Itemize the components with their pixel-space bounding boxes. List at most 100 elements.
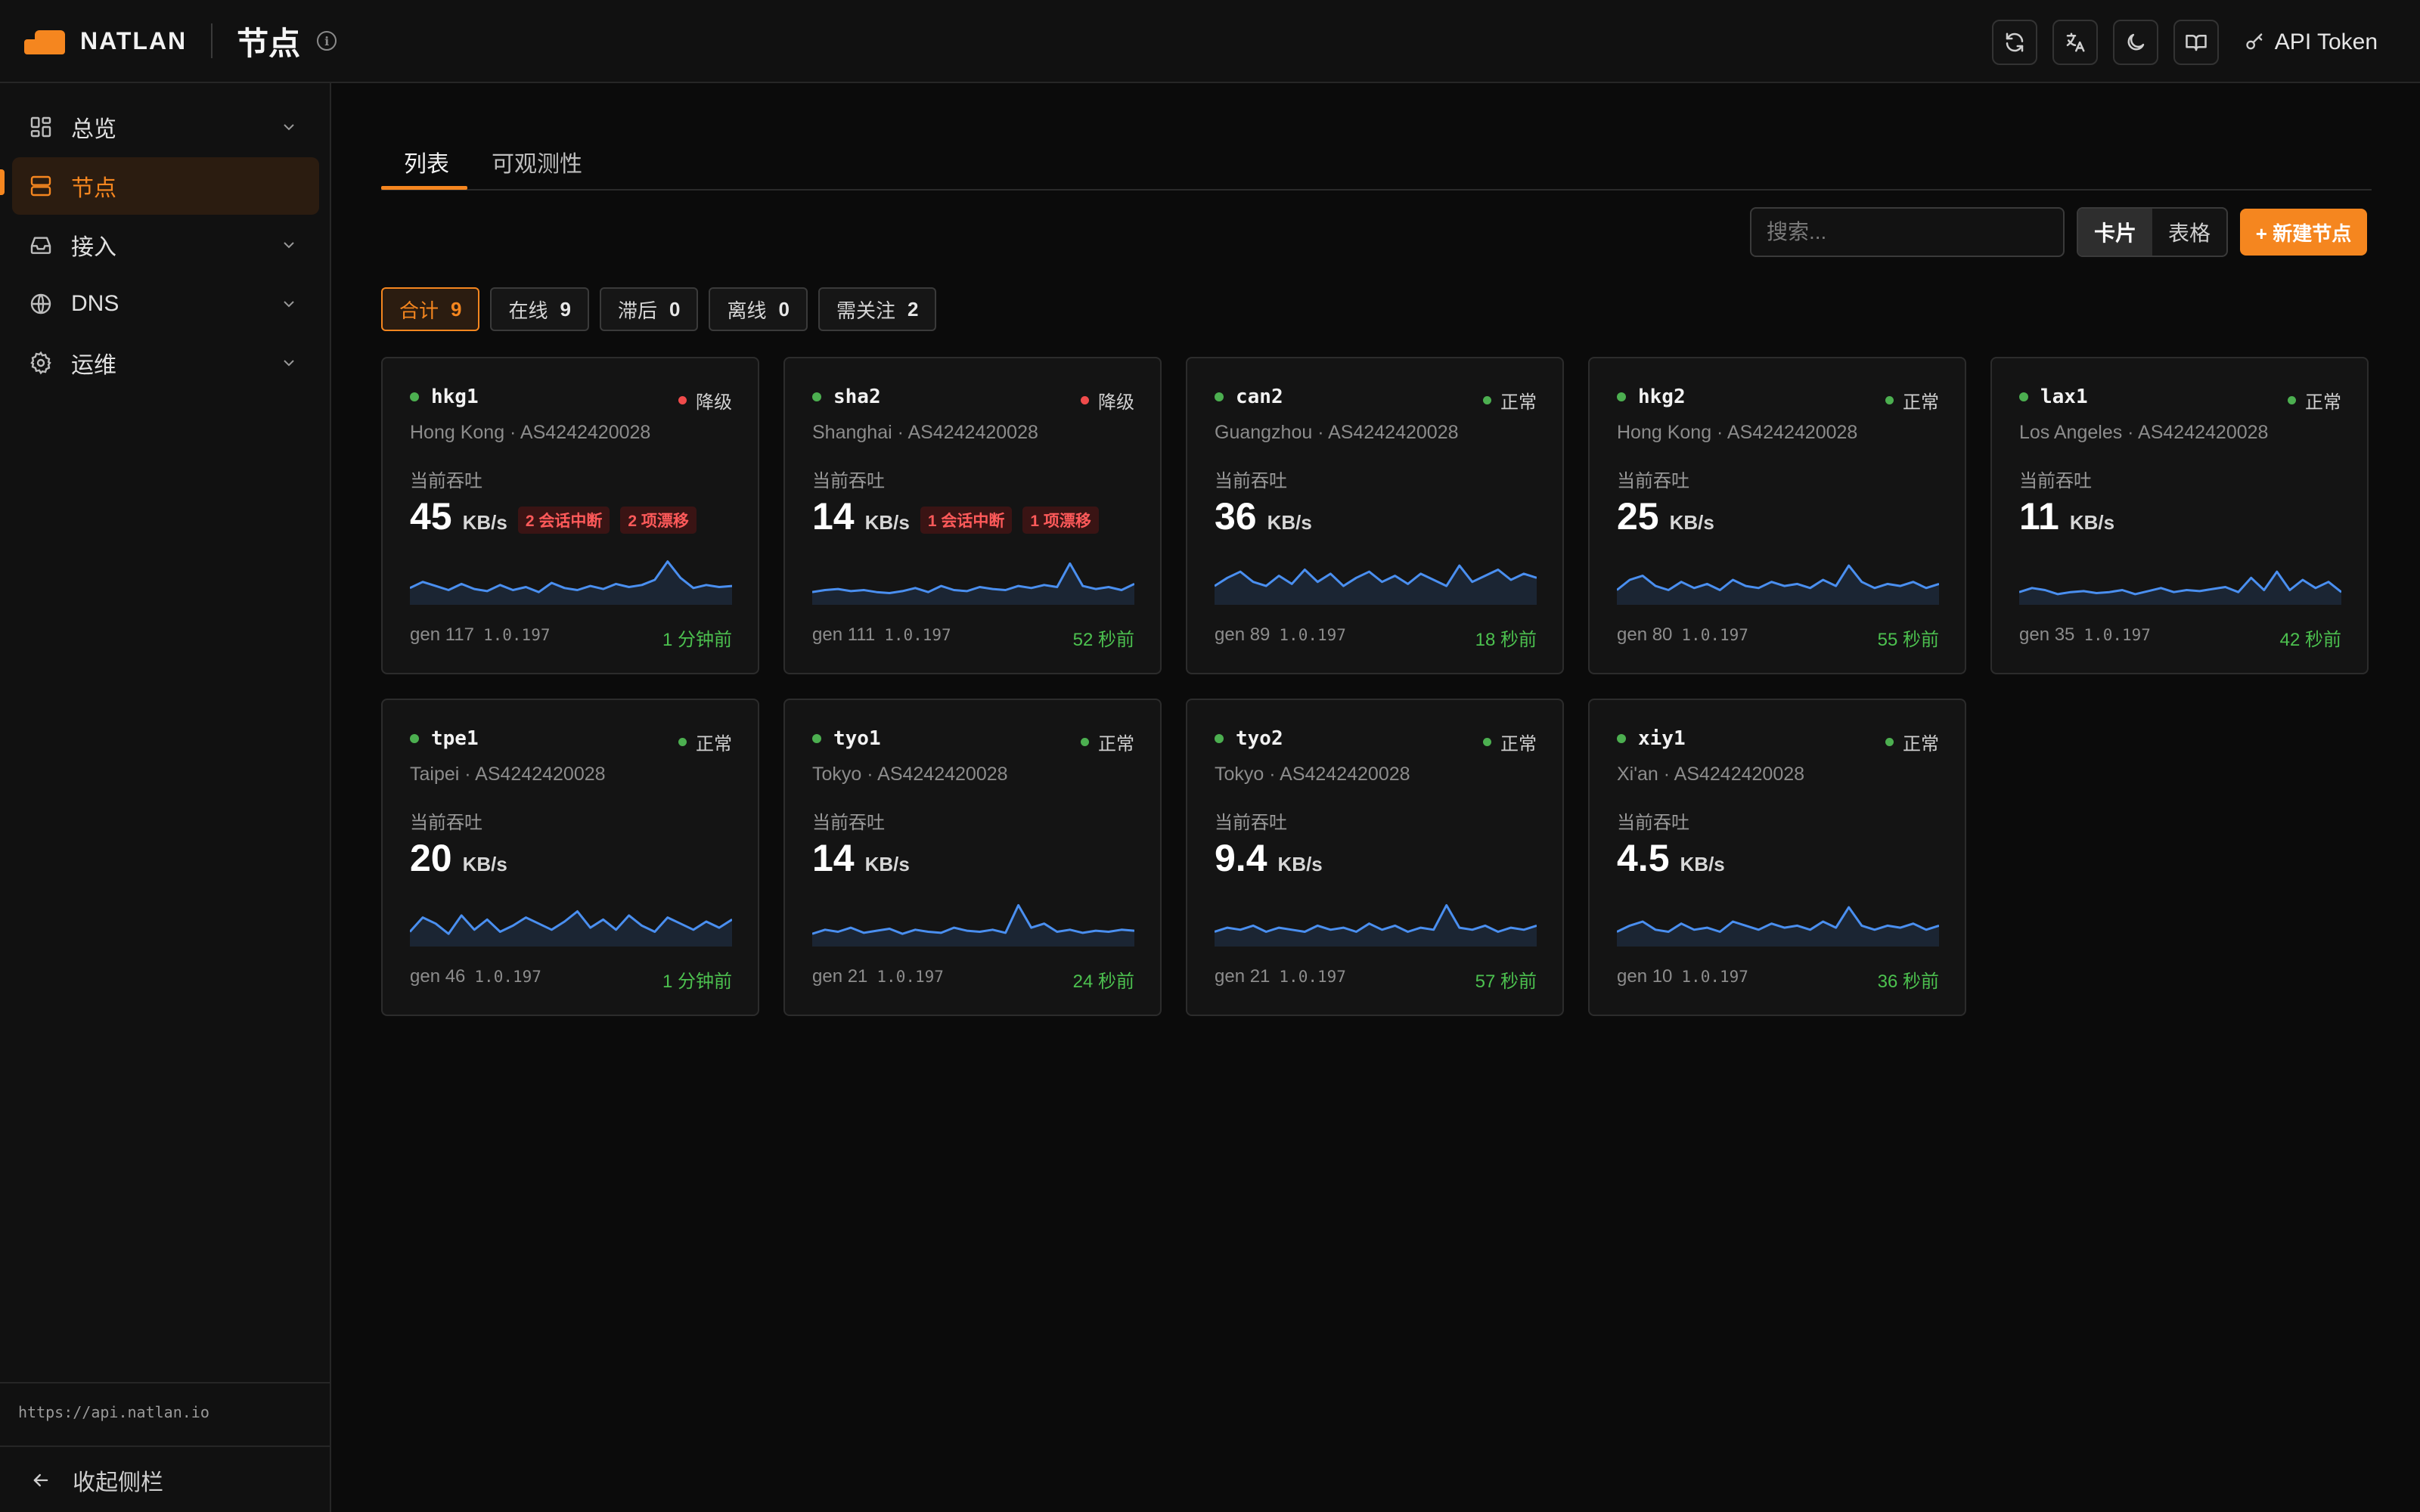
throughput-sparkline bbox=[410, 560, 732, 605]
api-url: https://api.natlan.io bbox=[18, 1403, 209, 1421]
node-name-text: can2 bbox=[1236, 386, 1283, 408]
node-version: 1.0.197 bbox=[1681, 626, 1748, 644]
last-seen: 18 秒前 bbox=[1475, 630, 1537, 650]
node-card[interactable]: hkg1 降级 Hong Kong · AS4242420028 当前吞吐 45 KB/s… bbox=[381, 357, 759, 674]
docs-button[interactable] bbox=[2173, 20, 2219, 65]
status-dot-icon bbox=[1885, 738, 1894, 746]
sparkline-area bbox=[1215, 905, 1537, 947]
api-token-button[interactable]: API Token bbox=[2245, 29, 2378, 55]
main-content: 列表 可观测性 卡片 表格 + 新建节点 合计 9 在线 9 滞后 0 离线 0 需关注… bbox=[333, 83, 2420, 1512]
refresh-icon bbox=[2006, 33, 2024, 52]
sidebar-item-access[interactable]: 接入 bbox=[12, 216, 319, 274]
filter-lagging[interactable]: 滞后 0 bbox=[599, 287, 699, 331]
filter-attention[interactable]: 需关注 2 bbox=[818, 287, 937, 331]
status-text: 正常 bbox=[2305, 392, 2341, 413]
throughput-label: 当前吞吐 bbox=[1617, 813, 1689, 833]
server-icon bbox=[30, 175, 51, 197]
node-location: Los Angeles · AS4242420028 bbox=[2019, 422, 2269, 443]
node-card[interactable]: sha2 降级 Shanghai · AS4242420028 当前吞吐 14 KB/s 1… bbox=[783, 357, 1162, 674]
node-card[interactable]: tyo2 正常 Tokyo · AS4242420028 当前吞吐 9.4 KB/s gen… bbox=[1186, 699, 1564, 1016]
sidebar-item-ops[interactable]: 运维 bbox=[12, 334, 319, 392]
chevron-down-icon bbox=[284, 124, 294, 131]
grid-icon bbox=[30, 116, 51, 138]
sparkline-line bbox=[1215, 903, 1537, 933]
language-button[interactable] bbox=[2052, 20, 2098, 65]
tab-bar: 列表 可观测性 bbox=[381, 130, 2372, 191]
filter-label: 滞后 bbox=[617, 299, 657, 322]
status-badge: 正常 bbox=[1483, 387, 1537, 414]
node-version: 1.0.197 bbox=[1681, 968, 1748, 986]
filter-count: 9 bbox=[560, 297, 571, 321]
throughput-value: 9.4 bbox=[1215, 837, 1267, 879]
sidebar-item-nodes[interactable]: 节点 bbox=[12, 157, 319, 215]
node-name-text: tpe1 bbox=[431, 727, 479, 750]
sparkline-line bbox=[1617, 564, 1939, 591]
node-card[interactable]: xiy1 正常 Xi'an · AS4242420028 当前吞吐 4.5 KB/s gen… bbox=[1588, 699, 1966, 1016]
status-dot-icon bbox=[1885, 396, 1894, 404]
page-title: 节点 bbox=[237, 25, 301, 61]
search-input[interactable] bbox=[1750, 207, 2065, 257]
sparkline-line bbox=[812, 562, 1134, 594]
generation-text: gen 80 bbox=[1617, 624, 1673, 645]
node-version: 1.0.197 bbox=[1279, 968, 1346, 986]
sparkline-area bbox=[410, 911, 732, 947]
throughput-value: 20 bbox=[410, 837, 452, 879]
status-dot-icon bbox=[1081, 738, 1089, 746]
filter-count: 0 bbox=[778, 297, 790, 321]
theme-toggle-button[interactable] bbox=[2112, 20, 2158, 65]
filter-label: 合计 bbox=[399, 299, 439, 322]
sidebar-divider bbox=[0, 1382, 331, 1383]
node-card[interactable]: can2 正常 Guangzhou · AS4242420028 当前吞吐 36 KB/s… bbox=[1186, 357, 1564, 674]
node-card[interactable]: lax1 正常 Los Angeles · AS4242420028 当前吞吐 11 KB… bbox=[1990, 357, 2369, 674]
throughput-sparkline bbox=[410, 910, 732, 947]
node-version: 1.0.197 bbox=[884, 626, 951, 644]
alert-badge: 2 项漂移 bbox=[620, 507, 697, 534]
collapse-sidebar-label: 收起侧栏 bbox=[73, 1470, 163, 1495]
throughput-value: 14 bbox=[812, 837, 855, 879]
generation-text: gen 35 bbox=[2019, 624, 2075, 645]
sidebar-divider bbox=[0, 1445, 331, 1447]
view-card-button[interactable]: 卡片 bbox=[2078, 209, 2152, 256]
sidebar-item-overview[interactable]: 总览 bbox=[12, 98, 319, 156]
throughput-label: 当前吞吐 bbox=[1617, 471, 1689, 491]
filter-total[interactable]: 合计 9 bbox=[381, 287, 480, 331]
throughput-label: 当前吞吐 bbox=[812, 471, 885, 491]
sparkline-area bbox=[1215, 565, 1537, 605]
view-table-button[interactable]: 表格 bbox=[2167, 222, 2211, 245]
node-generation: gen 46 1.0.197 bbox=[410, 966, 541, 987]
generation-text: gen 21 bbox=[812, 966, 868, 987]
status-badge: 正常 bbox=[1081, 729, 1134, 755]
last-seen: 1 分钟前 bbox=[662, 971, 732, 992]
throughput: 36 KB/s bbox=[1215, 494, 1312, 538]
tab-list[interactable]: 列表 bbox=[404, 152, 449, 177]
sparkline-line bbox=[812, 903, 1134, 935]
online-dot-icon bbox=[1215, 392, 1224, 401]
tab-observability[interactable]: 可观测性 bbox=[492, 152, 582, 177]
brand[interactable]: NATLAN bbox=[24, 27, 187, 55]
online-dot-icon bbox=[812, 392, 821, 401]
node-card[interactable]: tpe1 正常 Taipei · AS4242420028 当前吞吐 20 KB/s gen… bbox=[381, 699, 759, 1016]
node-location: Tokyo · AS4242420028 bbox=[812, 764, 1008, 785]
brand-name: NATLAN bbox=[80, 26, 188, 54]
node-name: hkg2 bbox=[1617, 386, 1686, 408]
brand-divider bbox=[211, 23, 213, 58]
filter-online[interactable]: 在线 9 bbox=[490, 287, 589, 331]
filter-offline[interactable]: 离线 0 bbox=[709, 287, 808, 331]
new-node-button[interactable]: + 新建节点 bbox=[2240, 209, 2367, 256]
node-card[interactable]: hkg2 正常 Hong Kong · AS4242420028 当前吞吐 25 KB/s… bbox=[1588, 357, 1966, 674]
node-name: hkg1 bbox=[410, 386, 479, 408]
refresh-button[interactable] bbox=[1991, 20, 2037, 65]
collapse-sidebar-button[interactable]: 收起侧栏 bbox=[30, 1464, 163, 1497]
online-dot-icon bbox=[1617, 734, 1626, 743]
throughput: 20 KB/s bbox=[410, 836, 507, 880]
sidebar: 总览 节点 接入 DNS 运维 https://api.natlan.io bbox=[0, 83, 331, 1512]
node-card[interactable]: tyo1 正常 Tokyo · AS4242420028 当前吞吐 14 KB/s gen … bbox=[783, 699, 1162, 1016]
throughput-sparkline bbox=[812, 903, 1134, 947]
node-name-text: hkg1 bbox=[431, 386, 479, 408]
info-icon[interactable]: i bbox=[317, 31, 337, 51]
filter-label: 离线 bbox=[727, 299, 767, 322]
status-badge: 降级 bbox=[678, 387, 732, 414]
node-location: Xi'an · AS4242420028 bbox=[1617, 764, 1805, 785]
sparkline-line bbox=[1215, 564, 1537, 587]
sidebar-item-dns[interactable]: DNS bbox=[12, 275, 319, 333]
